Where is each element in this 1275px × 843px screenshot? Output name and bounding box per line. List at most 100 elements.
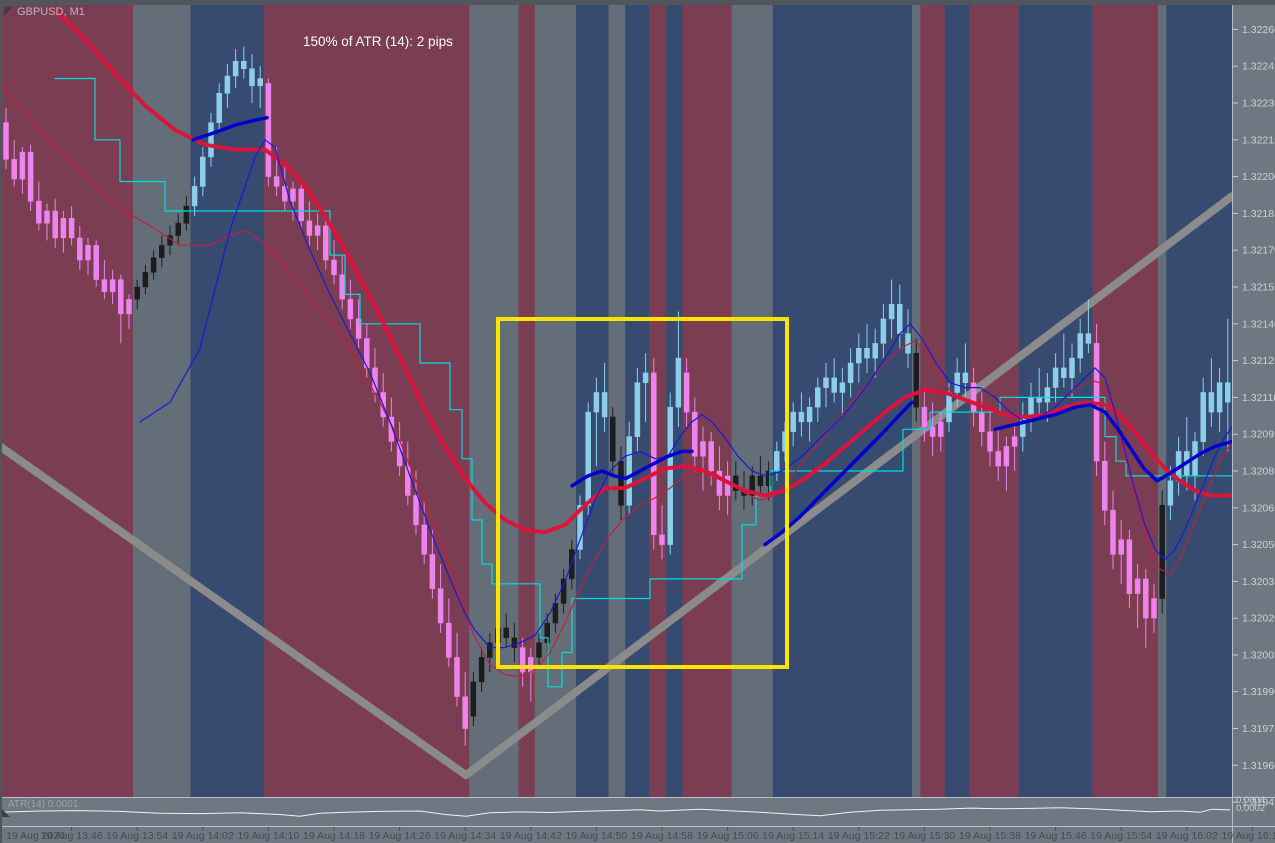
candle-body: [692, 411, 698, 457]
candle-body: [1077, 333, 1083, 359]
candle-body: [77, 237, 83, 261]
candle-body: [421, 524, 427, 555]
candle-body: [839, 382, 846, 393]
candle-body: [19, 151, 26, 180]
candle-body: [60, 218, 67, 239]
candle-body: [68, 218, 75, 239]
candle-body: [216, 92, 222, 123]
time-axis-label: 19 Aug 15:14: [762, 830, 824, 842]
candle-body: [560, 578, 567, 604]
highlight-rectangle[interactable]: [496, 317, 789, 669]
candle-body: [1134, 578, 1141, 594]
candle-body: [405, 465, 411, 496]
candle-body: [946, 392, 952, 423]
price-axis-label: 1.32110: [1242, 392, 1275, 404]
candle-body: [257, 78, 263, 87]
candle-body: [798, 411, 805, 423]
candle-body: [700, 441, 706, 457]
thick-blue-ma-line-segment: [570, 449, 694, 488]
price-axis-label: 1.32200: [1242, 171, 1275, 183]
candle-body: [3, 122, 9, 160]
time-axis-label: 19 Aug 14:18: [303, 830, 365, 842]
candle-body: [667, 406, 673, 545]
candle-body: [716, 470, 723, 496]
candle-body: [249, 68, 255, 87]
time-axis-area[interactable]: [0, 827, 1275, 843]
price-axis-label: 1.32095: [1242, 429, 1275, 441]
candle-body: [823, 377, 829, 388]
atr-indicator-line: [2, 807, 1231, 817]
candle-body: [585, 411, 591, 506]
trend-stripe: [518, 5, 535, 797]
candle-body: [1044, 387, 1051, 403]
candle-body: [487, 642, 493, 658]
candle-body: [142, 272, 149, 288]
candle-body: [847, 362, 854, 383]
candle-body: [1151, 598, 1157, 619]
trend-stripe: [608, 5, 626, 797]
candle-body: [1069, 357, 1075, 378]
candle-body: [979, 411, 985, 432]
candle-body: [126, 299, 132, 315]
candle-body: [208, 122, 214, 158]
candle-body: [175, 222, 181, 236]
time-axis-label: 19 Aug 14:34: [434, 830, 496, 842]
candle-body: [183, 205, 190, 224]
candle-body: [938, 421, 944, 437]
candle-body: [347, 299, 354, 320]
candle-body: [1003, 446, 1010, 467]
candle-body: [1143, 578, 1149, 619]
cyan-trailing-stop-line: [54, 77, 1233, 688]
candle-body: [101, 279, 108, 293]
candle-body: [1225, 382, 1231, 403]
candle-body: [724, 475, 731, 496]
price-axis-label: 1.32230: [1242, 98, 1275, 110]
trend-stripe: [534, 5, 576, 797]
thin-blue-ma-line: [139, 139, 1233, 649]
candle-body: [273, 176, 280, 187]
candle-body: [831, 377, 837, 393]
price-axis-label: 1.32005: [1242, 650, 1275, 662]
price-axis-label: 1.31990: [1242, 686, 1275, 698]
candle-body: [577, 505, 583, 550]
price-axis-label: 1.32185: [1242, 208, 1275, 220]
candle-body: [1167, 480, 1174, 506]
price-axis-label: 1.32215: [1242, 134, 1275, 146]
candle-body: [552, 603, 559, 624]
candle-body: [11, 159, 17, 180]
time-axis-label: 19 Aug 14:58: [631, 830, 693, 842]
candle-body: [85, 245, 91, 261]
price-axis-label: 1.31975: [1242, 723, 1275, 735]
price-axis-area[interactable]: [1233, 5, 1275, 797]
candle-body: [446, 622, 452, 658]
candle-body: [224, 75, 231, 94]
candle-body: [36, 200, 42, 224]
time-axis-label: 19 Aug 16:10: [1221, 830, 1275, 842]
candle-body: [601, 392, 608, 418]
candle-body: [651, 372, 657, 536]
candle-body: [437, 588, 444, 624]
candle-body: [429, 554, 436, 589]
thick-blue-ma-line-segment: [763, 400, 914, 547]
price-axis-label: 1.31960: [1242, 760, 1275, 772]
price-axis-label: 1.32080: [1242, 466, 1275, 478]
thick-blue-ma-line-segment: [993, 402, 1234, 483]
candle-body: [659, 534, 665, 545]
candle-body: [913, 352, 919, 408]
candle-body: [806, 406, 813, 423]
window-top-border: [0, 0, 1275, 5]
candle-body: [962, 372, 969, 383]
candle-body: [191, 186, 198, 207]
candle-body: [454, 657, 460, 697]
candle-body: [1110, 509, 1116, 555]
thick-blue-ma-line-segment: [191, 115, 269, 142]
gray-trendline-object: [0, 192, 1236, 780]
candle-body: [1052, 367, 1059, 388]
candle-body: [749, 475, 755, 496]
time-axis-label: 19 Aug 15:22: [828, 830, 890, 842]
trend-stripe: [1158, 5, 1167, 797]
candle-body: [1118, 539, 1124, 555]
candle-body: [241, 61, 247, 69]
